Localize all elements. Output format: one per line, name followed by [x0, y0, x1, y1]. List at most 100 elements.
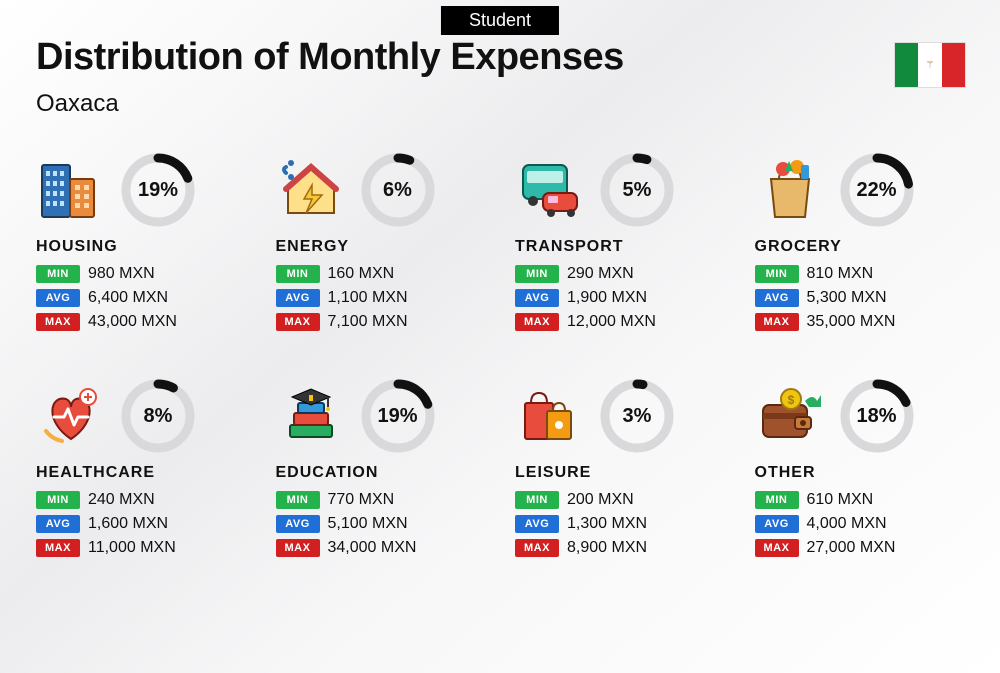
flag-mexico-icon: ⚚ — [894, 42, 966, 88]
category-education: 19% EDUCATION MIN 770 MXN AVG 5,100 MXN … — [276, 376, 504, 560]
pct-donut-leisure: 3% — [597, 376, 677, 456]
tag-max: MAX — [36, 313, 80, 331]
bus-car-icon — [515, 155, 585, 225]
tag-avg: AVG — [755, 515, 799, 533]
buildings-icon — [36, 155, 106, 225]
tag-avg: AVG — [36, 289, 80, 307]
avg-value: 4,000 MXN — [807, 515, 887, 533]
tag-max: MAX — [755, 313, 799, 331]
avg-value: 5,300 MXN — [807, 289, 887, 307]
min-value: 160 MXN — [328, 265, 395, 283]
pct-value: 22% — [837, 150, 917, 230]
stat-avg: AVG 5,300 MXN — [755, 289, 983, 307]
max-value: 8,900 MXN — [567, 539, 647, 557]
tag-max: MAX — [276, 539, 320, 557]
avg-value: 1,100 MXN — [328, 289, 408, 307]
stat-min: MIN 240 MXN — [36, 491, 264, 509]
stat-max: MAX 8,900 MXN — [515, 539, 743, 557]
pct-value: 19% — [118, 150, 198, 230]
stat-min: MIN 610 MXN — [755, 491, 983, 509]
category-energy: 6% ENERGY MIN 160 MXN AVG 1,100 MXN MAX … — [276, 150, 504, 334]
flag-stripe-left — [895, 43, 918, 87]
category-label: ENERGY — [276, 238, 504, 256]
stat-min: MIN 810 MXN — [755, 265, 983, 283]
category-grid: 19% HOUSING MIN 980 MXN AVG 6,400 MXN MA… — [36, 150, 982, 560]
flag-stripe-right — [942, 43, 965, 87]
max-value: 27,000 MXN — [807, 539, 896, 557]
pct-donut-education: 19% — [358, 376, 438, 456]
category-leisure: 3% LEISURE MIN 200 MXN AVG 1,300 MXN MAX… — [515, 376, 743, 560]
category-housing: 19% HOUSING MIN 980 MXN AVG 6,400 MXN MA… — [36, 150, 264, 334]
avg-value: 1,900 MXN — [567, 289, 647, 307]
pct-value: 19% — [358, 376, 438, 456]
tag-max: MAX — [276, 313, 320, 331]
stat-min: MIN 290 MXN — [515, 265, 743, 283]
min-value: 810 MXN — [807, 265, 874, 283]
tag-min: MIN — [276, 265, 320, 283]
pct-donut-energy: 6% — [358, 150, 438, 230]
max-value: 12,000 MXN — [567, 313, 656, 331]
category-label: OTHER — [755, 464, 983, 482]
tag-min: MIN — [755, 491, 799, 509]
stat-avg: AVG 1,900 MXN — [515, 289, 743, 307]
min-value: 240 MXN — [88, 491, 155, 509]
svg-text:$: $ — [787, 393, 794, 407]
category-label: EDUCATION — [276, 464, 504, 482]
category-other: $ 18% OTHER MIN 610 MXN AVG 4,000 MXN MA… — [755, 376, 983, 560]
pct-donut-healthcare: 8% — [118, 376, 198, 456]
pct-value: 6% — [358, 150, 438, 230]
energy-house-icon — [276, 155, 346, 225]
pct-donut-housing: 19% — [118, 150, 198, 230]
stat-max: MAX 7,100 MXN — [276, 313, 504, 331]
health-heart-icon — [36, 381, 106, 451]
stat-max: MAX 11,000 MXN — [36, 539, 264, 557]
min-value: 290 MXN — [567, 265, 634, 283]
stat-max: MAX 27,000 MXN — [755, 539, 983, 557]
pct-donut-grocery: 22% — [837, 150, 917, 230]
page-title: Distribution of Monthly Expenses — [36, 36, 624, 79]
stat-max: MAX 12,000 MXN — [515, 313, 743, 331]
pct-value: 5% — [597, 150, 677, 230]
max-value: 43,000 MXN — [88, 313, 177, 331]
stat-max: MAX 35,000 MXN — [755, 313, 983, 331]
category-grocery: 22% GROCERY MIN 810 MXN AVG 5,300 MXN MA… — [755, 150, 983, 334]
grocery-bag-icon — [755, 155, 825, 225]
avg-value: 6,400 MXN — [88, 289, 168, 307]
max-value: 11,000 MXN — [88, 539, 176, 557]
tag-avg: AVG — [755, 289, 799, 307]
tag-max: MAX — [755, 539, 799, 557]
tag-max: MAX — [36, 539, 80, 557]
tag-min: MIN — [515, 491, 559, 509]
tag-avg: AVG — [36, 515, 80, 533]
tag-max: MAX — [515, 539, 559, 557]
stat-max: MAX 43,000 MXN — [36, 313, 264, 331]
category-healthcare: 8% HEALTHCARE MIN 240 MXN AVG 1,600 MXN … — [36, 376, 264, 560]
avg-value: 1,600 MXN — [88, 515, 168, 533]
badge-student: Student — [441, 6, 559, 35]
stat-avg: AVG 1,300 MXN — [515, 515, 743, 533]
category-label: LEISURE — [515, 464, 743, 482]
stat-avg: AVG 1,600 MXN — [36, 515, 264, 533]
max-value: 34,000 MXN — [328, 539, 417, 557]
page-subtitle: Oaxaca — [36, 90, 119, 118]
min-value: 200 MXN — [567, 491, 634, 509]
avg-value: 1,300 MXN — [567, 515, 647, 533]
tag-min: MIN — [36, 491, 80, 509]
stat-min: MIN 770 MXN — [276, 491, 504, 509]
tag-max: MAX — [515, 313, 559, 331]
tag-min: MIN — [276, 491, 320, 509]
tag-avg: AVG — [515, 289, 559, 307]
max-value: 35,000 MXN — [807, 313, 896, 331]
category-label: GROCERY — [755, 238, 983, 256]
flag-stripe-center: ⚚ — [918, 43, 941, 87]
tag-avg: AVG — [276, 515, 320, 533]
pct-donut-other: 18% — [837, 376, 917, 456]
stat-min: MIN 160 MXN — [276, 265, 504, 283]
shopping-bags-icon — [515, 381, 585, 451]
grad-books-icon — [276, 381, 346, 451]
category-transport: 5% TRANSPORT MIN 290 MXN AVG 1,900 MXN M… — [515, 150, 743, 334]
stat-min: MIN 980 MXN — [36, 265, 264, 283]
tag-avg: AVG — [276, 289, 320, 307]
pct-value: 3% — [597, 376, 677, 456]
pct-donut-transport: 5% — [597, 150, 677, 230]
